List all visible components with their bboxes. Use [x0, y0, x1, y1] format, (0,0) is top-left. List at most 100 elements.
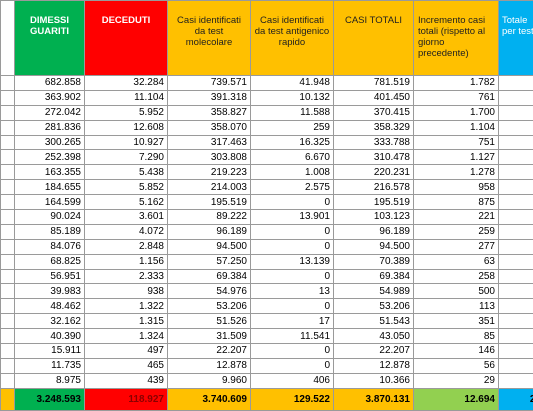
row-header-cell[interactable] [1, 135, 15, 150]
cell-guariti[interactable]: 40.390 [15, 329, 85, 344]
row-header-cell[interactable] [1, 314, 15, 329]
cell-extra[interactable] [499, 254, 533, 269]
cell-molecolare[interactable]: 9.960 [168, 373, 251, 388]
cell-extra[interactable] [499, 239, 533, 254]
cell-antigenico[interactable]: 0 [251, 269, 334, 284]
cell-extra[interactable] [499, 269, 533, 284]
cell-guariti[interactable]: 32.162 [15, 314, 85, 329]
total-molecolare-cell[interactable]: 3.740.609 [168, 388, 251, 410]
cell-molecolare[interactable]: 12.878 [168, 358, 251, 373]
row-header-cell[interactable] [1, 90, 15, 105]
cell-extra[interactable]: 1 [499, 165, 533, 180]
row-header-cell[interactable] [1, 254, 15, 269]
cell-molecolare[interactable]: 69.384 [168, 269, 251, 284]
cell-guariti[interactable]: 363.902 [15, 90, 85, 105]
cell-incremento[interactable]: 29 [414, 373, 499, 388]
cell-molecolare[interactable]: 94.500 [168, 239, 251, 254]
cell-totali[interactable]: 401.450 [334, 90, 414, 105]
col-header-guariti[interactable]: DIMESSI GUARITI [15, 1, 85, 76]
cell-guariti[interactable]: 84.076 [15, 239, 85, 254]
cell-antigenico[interactable]: 0 [251, 224, 334, 239]
cell-antigenico[interactable]: 259 [251, 120, 334, 135]
cell-antigenico[interactable]: 1.008 [251, 165, 334, 180]
total-totali-cell[interactable]: 3.870.131 [334, 388, 414, 410]
cell-guariti[interactable]: 252.398 [15, 150, 85, 165]
cell-incremento[interactable]: 958 [414, 180, 499, 195]
cell-molecolare[interactable]: 89.222 [168, 210, 251, 225]
cell-deceduti[interactable]: 5.852 [85, 180, 168, 195]
cell-deceduti[interactable]: 465 [85, 358, 168, 373]
row-header-cell[interactable] [1, 120, 15, 135]
cell-incremento[interactable]: 85 [414, 329, 499, 344]
cell-guariti[interactable]: 184.655 [15, 180, 85, 195]
cell-deceduti[interactable]: 12.608 [85, 120, 168, 135]
cell-extra[interactable] [499, 373, 533, 388]
col-header-molecolare[interactable]: Casi identificati da test molecolare [168, 1, 251, 76]
cell-totali[interactable]: 53.206 [334, 299, 414, 314]
cell-extra[interactable] [499, 344, 533, 359]
total-extra-cell[interactable]: 24 [499, 388, 533, 410]
cell-deceduti[interactable]: 2.333 [85, 269, 168, 284]
cell-guariti[interactable]: 272.042 [15, 105, 85, 120]
cell-incremento[interactable]: 258 [414, 269, 499, 284]
cell-totali[interactable]: 94.500 [334, 239, 414, 254]
cell-extra[interactable] [499, 314, 533, 329]
cell-molecolare[interactable]: 96.189 [168, 224, 251, 239]
cell-incremento[interactable]: 751 [414, 135, 499, 150]
cell-antigenico[interactable]: 11.541 [251, 329, 334, 344]
cell-incremento[interactable]: 63 [414, 254, 499, 269]
cell-totali[interactable]: 54.989 [334, 284, 414, 299]
cell-deceduti[interactable]: 4.072 [85, 224, 168, 239]
col-header-incremento[interactable]: Incremento casi totali (rispetto al gior… [414, 1, 499, 76]
cell-extra[interactable] [499, 358, 533, 373]
cell-molecolare[interactable]: 358.827 [168, 105, 251, 120]
cell-totali[interactable]: 10.366 [334, 373, 414, 388]
row-header-cell[interactable] [1, 284, 15, 299]
col-header-antigenico[interactable]: Casi identificati da test antigenico rap… [251, 1, 334, 76]
cell-extra[interactable]: 1 [499, 195, 533, 210]
row-header-cell[interactable] [1, 358, 15, 373]
cell-antigenico[interactable]: 13.139 [251, 254, 334, 269]
cell-totali[interactable]: 333.788 [334, 135, 414, 150]
cell-incremento[interactable]: 259 [414, 224, 499, 239]
cell-deceduti[interactable]: 5.952 [85, 105, 168, 120]
cell-guariti[interactable]: 11.735 [15, 358, 85, 373]
cell-totali[interactable]: 220.231 [334, 165, 414, 180]
cell-totali[interactable]: 12.878 [334, 358, 414, 373]
cell-totali[interactable]: 358.329 [334, 120, 414, 135]
cell-molecolare[interactable]: 57.250 [168, 254, 251, 269]
cell-molecolare[interactable]: 22.207 [168, 344, 251, 359]
cell-guariti[interactable]: 90.024 [15, 210, 85, 225]
cell-extra[interactable] [499, 210, 533, 225]
cell-totali[interactable]: 195.519 [334, 195, 414, 210]
cell-antigenico[interactable]: 0 [251, 195, 334, 210]
cell-guariti[interactable]: 56.951 [15, 269, 85, 284]
cell-incremento[interactable]: 1.700 [414, 105, 499, 120]
cell-totali[interactable]: 22.207 [334, 344, 414, 359]
cell-incremento[interactable]: 277 [414, 239, 499, 254]
cell-extra[interactable] [499, 299, 533, 314]
cell-antigenico[interactable]: 0 [251, 358, 334, 373]
cell-guariti[interactable]: 39.983 [15, 284, 85, 299]
cell-antigenico[interactable]: 406 [251, 373, 334, 388]
cell-incremento[interactable]: 56 [414, 358, 499, 373]
cell-incremento[interactable]: 875 [414, 195, 499, 210]
cell-antigenico[interactable]: 2.575 [251, 180, 334, 195]
cell-antigenico[interactable]: 10.132 [251, 90, 334, 105]
cell-molecolare[interactable]: 214.003 [168, 180, 251, 195]
cell-antigenico[interactable]: 0 [251, 299, 334, 314]
total-incremento-cell[interactable]: 12.694 [414, 388, 499, 410]
cell-extra[interactable]: 1 [499, 180, 533, 195]
cell-guariti[interactable]: 15.911 [15, 344, 85, 359]
cell-totali[interactable]: 781.519 [334, 76, 414, 91]
cell-molecolare[interactable]: 219.223 [168, 165, 251, 180]
row-header-cell[interactable] [1, 299, 15, 314]
cell-incremento[interactable]: 146 [414, 344, 499, 359]
row-header-cell[interactable] [1, 239, 15, 254]
cell-incremento[interactable]: 1.127 [414, 150, 499, 165]
cell-guariti[interactable]: 281.836 [15, 120, 85, 135]
cell-antigenico[interactable]: 13.901 [251, 210, 334, 225]
col-header-totale-test[interactable]: Totale per test [499, 1, 533, 76]
cell-guariti[interactable]: 164.599 [15, 195, 85, 210]
cell-guariti[interactable]: 68.825 [15, 254, 85, 269]
